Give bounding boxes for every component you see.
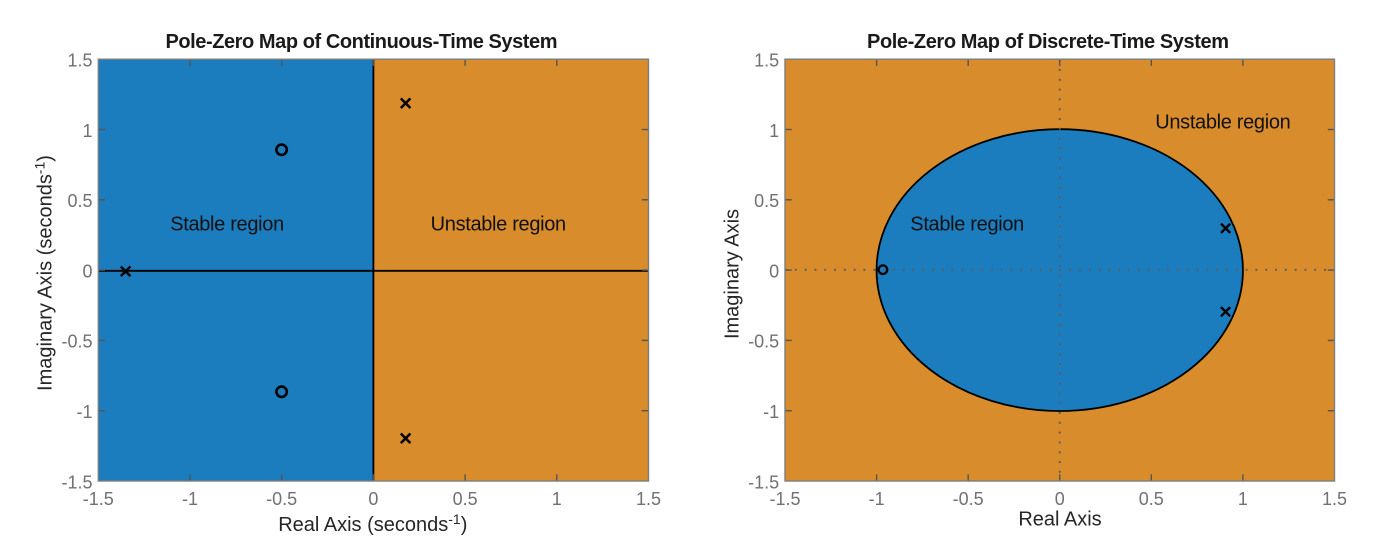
svg-text:Stable region: Stable region: [910, 213, 1024, 235]
svg-text:0.5: 0.5: [67, 191, 92, 211]
svg-text:1: 1: [1238, 489, 1248, 509]
svg-text:-1.5: -1.5: [83, 489, 114, 509]
svg-text:Real Axis (seconds-1): Real Axis (seconds-1): [278, 511, 467, 536]
svg-text:1: 1: [82, 121, 92, 141]
svg-text:-1: -1: [76, 402, 92, 422]
svg-text:-0.5: -0.5: [61, 332, 92, 352]
svg-text:1.5: 1.5: [67, 51, 92, 71]
svg-text:Pole-Zero Map of Continuous-Ti: Pole-Zero Map of Continuous-Time System: [166, 31, 558, 53]
svg-text:-1: -1: [182, 489, 198, 509]
svg-text:0.5: 0.5: [754, 191, 779, 211]
svg-text:-0.5: -0.5: [953, 489, 984, 509]
svg-text:Imaginary Axis: Imaginary Axis: [721, 209, 743, 339]
svg-text:0: 0: [1055, 489, 1065, 509]
svg-text:0: 0: [368, 489, 378, 509]
svg-text:0: 0: [82, 261, 92, 281]
svg-text:-0.5: -0.5: [748, 332, 779, 352]
svg-text:0.5: 0.5: [1139, 489, 1164, 509]
svg-text:Real Axis: Real Axis: [1018, 508, 1101, 530]
svg-text:Unstable region: Unstable region: [1155, 111, 1291, 133]
svg-text:-1.5: -1.5: [61, 472, 92, 492]
svg-text:-1.5: -1.5: [769, 489, 800, 509]
svg-text:-1.5: -1.5: [748, 472, 779, 492]
svg-text:Unstable region: Unstable region: [431, 213, 567, 235]
svg-text:Stable region: Stable region: [170, 213, 284, 235]
svg-text:-1: -1: [763, 402, 779, 422]
svg-text:-1: -1: [869, 489, 885, 509]
svg-text:-0.5: -0.5: [266, 489, 297, 509]
svg-text:1: 1: [552, 489, 562, 509]
svg-text:1: 1: [769, 121, 779, 141]
svg-text:1.5: 1.5: [754, 51, 779, 71]
svg-text:1.5: 1.5: [1322, 489, 1347, 509]
svg-text:1.5: 1.5: [636, 489, 661, 509]
svg-text:Imaginary Axis (seconds-1): Imaginary Axis (seconds-1): [32, 155, 57, 391]
svg-text:0.5: 0.5: [453, 489, 478, 509]
svg-text:0: 0: [769, 261, 779, 281]
svg-text:Pole-Zero Map of Discrete-Time: Pole-Zero Map of Discrete-Time System: [867, 31, 1229, 53]
